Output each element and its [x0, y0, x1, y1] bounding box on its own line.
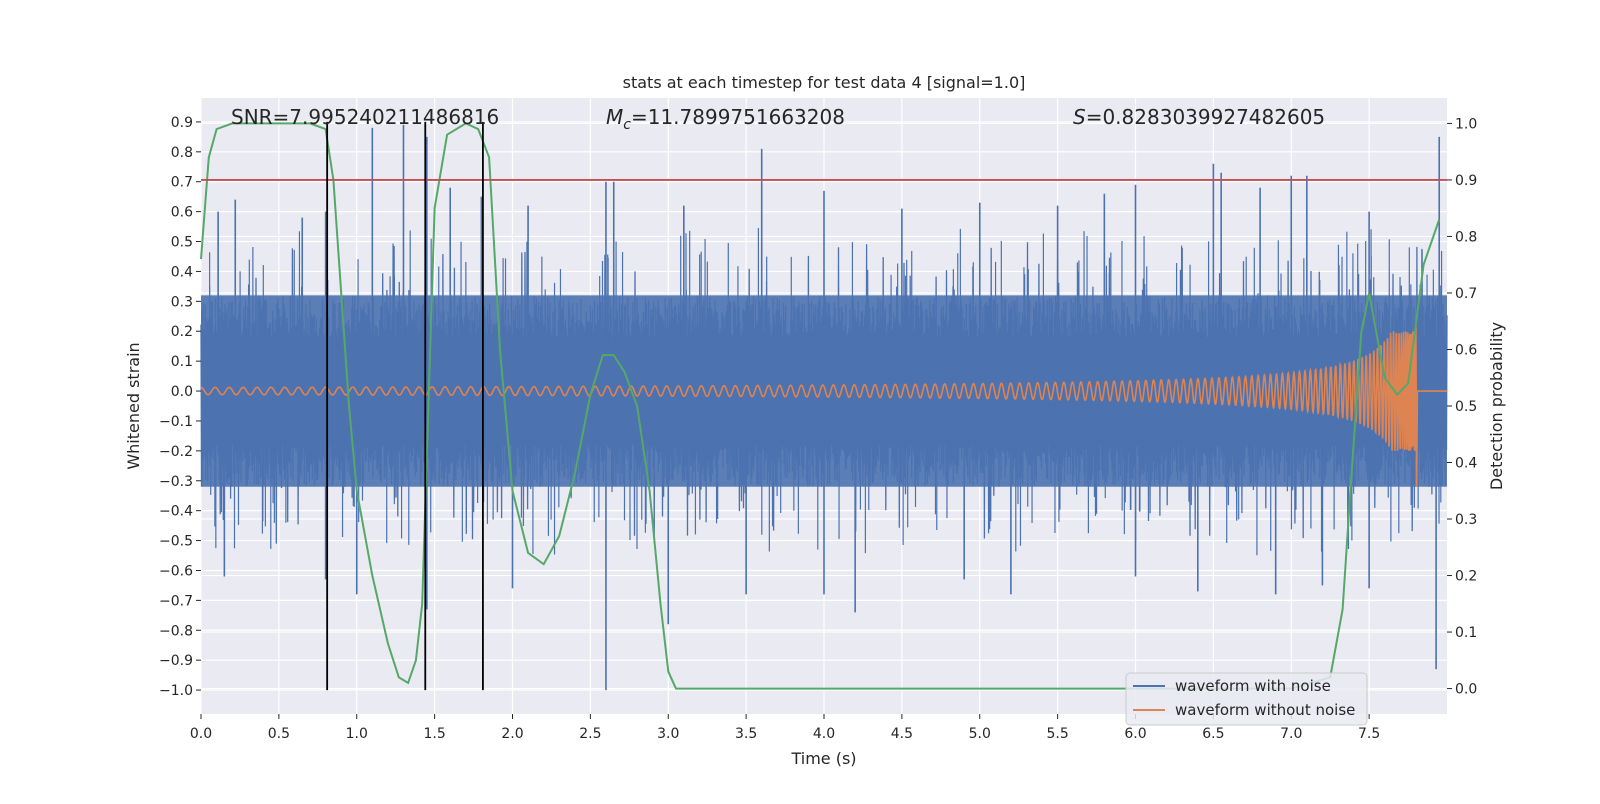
clean-waveform-trace: [200, 322, 1447, 487]
x-tick-label: 0.5: [268, 726, 290, 742]
x-tick-label: 3.0: [657, 726, 679, 742]
snr-annotation: SNR=7.995240211486816: [231, 105, 499, 129]
x-tick-label: 2.0: [501, 726, 523, 742]
right-y-tick-label: 0.8: [1455, 229, 1477, 245]
left-y-tick-label: −0.1: [159, 414, 193, 430]
x-tick-label: 5.5: [1046, 726, 1068, 742]
x-tick-label: 6.0: [1124, 726, 1146, 742]
right-y-tick-label: 0.9: [1455, 173, 1477, 189]
legend: waveform with noise waveform without noi…: [1125, 672, 1368, 726]
x-tick-label: 0.0: [190, 726, 212, 742]
overlap-score-symbol: S: [1073, 105, 1086, 129]
right-y-tick-label: 0.6: [1455, 342, 1477, 358]
left-y-tick-label: −0.8: [159, 623, 193, 639]
right-y-tick-label: 0.5: [1455, 399, 1477, 415]
chirp-mass-annotation: Mc=11.7899751663208: [606, 105, 845, 133]
left-y-tick-label: −0.3: [159, 474, 193, 490]
left-y-tick-label: 0.6: [171, 205, 193, 221]
overlap-score-annotation: S=0.8283039927482605: [1073, 105, 1325, 129]
right-y-tick-label: 0.0: [1455, 682, 1477, 698]
x-axis: 0.0 0.5 1.0 1.5 2.0 2.5 3.0 3.5 4.0 4.5 5.0 5.5 6.0 6…: [190, 714, 1380, 742]
left-y-tick-label: −0.9: [159, 653, 193, 669]
x-tick-label: 2.5: [579, 726, 601, 742]
left-y-tick-label: 0.3: [171, 294, 193, 310]
x-tick-label: 5.0: [969, 726, 991, 742]
x-tick-label: 6.5: [1202, 726, 1224, 742]
left-y-tick-label: 0.4: [171, 264, 193, 280]
x-axis-label: Time (s): [790, 749, 856, 768]
chirp-mass-value: =11.7899751663208: [631, 105, 845, 129]
left-y-axis: −1.0 −0.9 −0.8 −0.7 −0.6 −0.5 −0.4 −0.3 −0.2 −0.1…: [159, 115, 201, 699]
chirp-mass-subscript: c: [623, 117, 631, 133]
left-y-tick-label: −0.5: [159, 534, 193, 550]
x-tick-label: 7.0: [1280, 726, 1302, 742]
left-y-axis-label: Whitened strain: [124, 342, 143, 469]
right-y-axis: 0.0 0.1 0.2 0.3 0.4 0.5 0.6 0.7 0.8 0.9 1.0: [1447, 116, 1477, 698]
left-y-tick-label: −0.6: [159, 563, 193, 579]
left-y-tick-label: −0.7: [159, 593, 193, 609]
right-y-tick-label: 0.1: [1455, 625, 1477, 641]
right-y-tick-label: 0.7: [1455, 286, 1477, 302]
legend-box: [1125, 672, 1368, 726]
x-tick-label: 4.0: [813, 726, 835, 742]
left-y-tick-label: −0.4: [159, 504, 193, 520]
right-y-axis-label: Detection probability: [1487, 322, 1506, 490]
clean-waveform-series: [200, 322, 1447, 487]
overlap-score-value: =0.8283039927482605: [1086, 105, 1325, 129]
left-y-tick-label: 0.0: [171, 384, 193, 400]
left-y-tick-label: 0.7: [171, 175, 193, 191]
chirp-mass-symbol: M: [606, 105, 623, 129]
left-y-tick-label: 0.1: [171, 354, 193, 370]
left-y-tick-label: 0.9: [171, 115, 193, 131]
left-y-tick-label: 0.2: [171, 324, 193, 340]
legend-label-noise: waveform with noise: [1175, 677, 1331, 695]
left-y-tick-label: −0.2: [159, 444, 193, 460]
right-y-tick-label: 0.3: [1455, 512, 1477, 528]
chart-title: stats at each timestep for test data 4 […: [623, 73, 1026, 92]
right-y-tick-label: 0.2: [1455, 569, 1477, 585]
x-tick-label: 4.5: [891, 726, 913, 742]
x-tick-label: 7.5: [1358, 726, 1380, 742]
x-tick-label: 3.5: [735, 726, 757, 742]
right-y-tick-label: 1.0: [1455, 116, 1477, 132]
left-y-tick-label: −1.0: [159, 683, 193, 699]
left-y-tick-label: 0.8: [171, 145, 193, 161]
x-tick-label: 1.5: [423, 726, 445, 742]
left-y-tick-label: 0.5: [171, 235, 193, 251]
legend-label-clean: waveform without noise: [1175, 701, 1355, 719]
trigger-lines: [326, 121, 484, 691]
right-y-tick-label: 0.4: [1455, 456, 1477, 472]
noise-waveform-series: [200, 124, 1448, 691]
x-tick-label: 1.0: [346, 726, 368, 742]
